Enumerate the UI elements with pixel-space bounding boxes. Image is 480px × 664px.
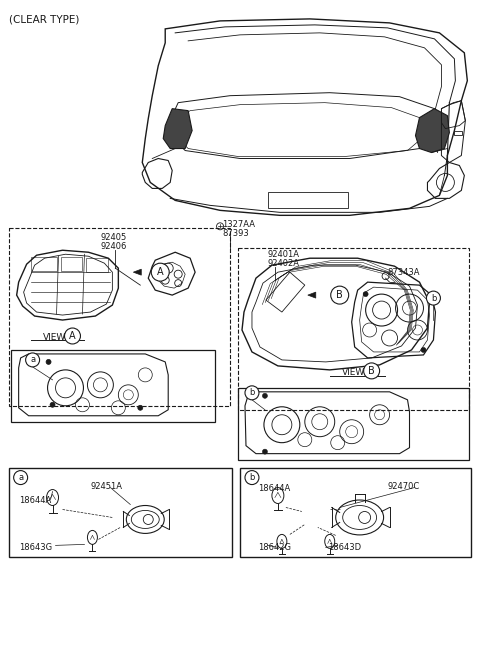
Polygon shape	[416, 109, 449, 153]
Text: a: a	[18, 473, 23, 482]
Polygon shape	[133, 269, 141, 275]
Bar	[455, 131, 462, 135]
Text: b: b	[431, 293, 436, 303]
Text: A: A	[69, 331, 76, 341]
Text: 18644A: 18644A	[258, 483, 290, 493]
Text: b: b	[249, 388, 255, 397]
Text: b: b	[249, 473, 255, 482]
Polygon shape	[308, 292, 316, 298]
Circle shape	[363, 291, 368, 297]
Circle shape	[46, 359, 51, 365]
Text: B: B	[336, 290, 343, 300]
Circle shape	[263, 449, 267, 454]
Text: 87343A: 87343A	[387, 268, 420, 277]
Text: 92470C: 92470C	[387, 481, 420, 491]
Text: 92402A: 92402A	[268, 259, 300, 268]
Circle shape	[331, 286, 348, 304]
Text: 92401A: 92401A	[268, 250, 300, 259]
Circle shape	[426, 291, 441, 305]
Bar	[9, 228, 230, 406]
Circle shape	[245, 386, 259, 400]
Text: 92451A: 92451A	[90, 481, 122, 491]
Circle shape	[138, 405, 143, 410]
Circle shape	[50, 402, 55, 407]
Bar	[31, 257, 57, 271]
Circle shape	[13, 471, 28, 485]
Text: 92405: 92405	[100, 233, 127, 242]
Circle shape	[263, 393, 267, 398]
Bar	[240, 467, 471, 557]
Text: 18644A: 18644A	[19, 495, 51, 505]
Circle shape	[245, 471, 259, 485]
Bar	[238, 248, 469, 410]
Bar	[86, 258, 108, 272]
Polygon shape	[163, 109, 192, 149]
Circle shape	[151, 263, 169, 281]
Text: 1327AA: 1327AA	[222, 220, 255, 229]
Circle shape	[64, 328, 81, 344]
Bar	[268, 193, 348, 208]
Text: A: A	[157, 267, 164, 277]
Circle shape	[364, 363, 380, 379]
Circle shape	[25, 353, 39, 367]
Text: VIEW: VIEW	[342, 368, 365, 377]
Bar	[9, 467, 232, 557]
Text: (CLEAR TYPE): (CLEAR TYPE)	[9, 15, 79, 25]
Bar	[238, 388, 469, 459]
Text: a: a	[30, 355, 35, 365]
Bar	[60, 257, 83, 271]
Circle shape	[421, 347, 426, 353]
Bar	[11, 350, 215, 422]
Text: 87393: 87393	[222, 229, 249, 238]
Text: 92406: 92406	[100, 242, 127, 251]
Text: 18643D: 18643D	[328, 543, 361, 552]
Text: 18642G: 18642G	[258, 543, 291, 552]
Text: VIEW: VIEW	[43, 333, 66, 342]
Text: B: B	[368, 366, 375, 376]
Text: 18643G: 18643G	[19, 543, 52, 552]
